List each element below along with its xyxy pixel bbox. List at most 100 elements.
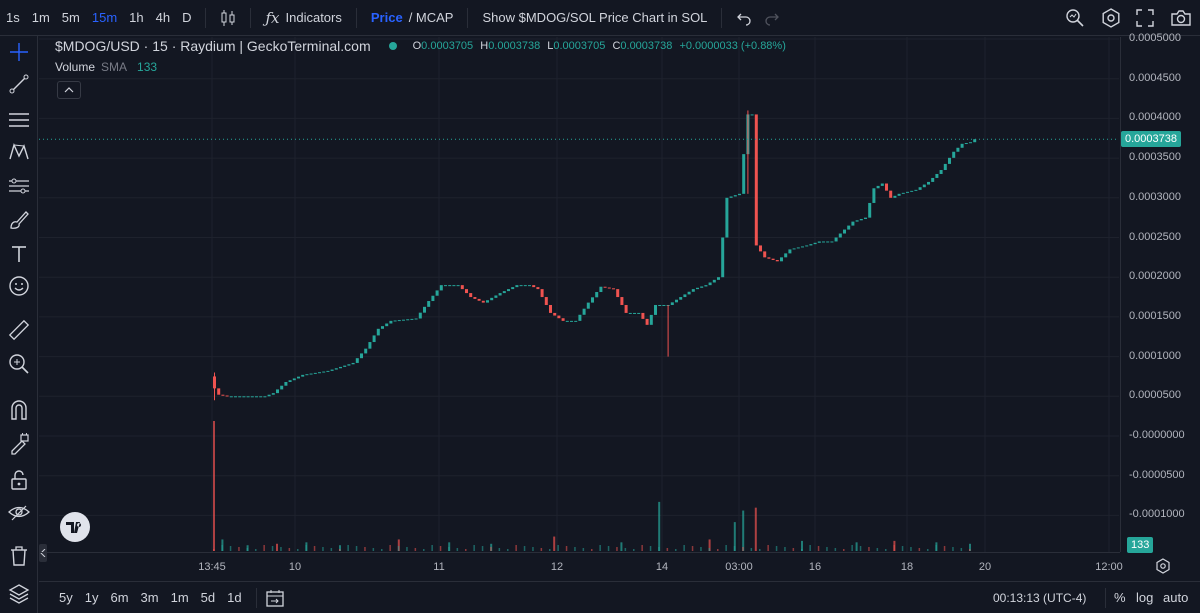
text-tool-icon[interactable] bbox=[5, 240, 33, 268]
low-value: 0.0003705 bbox=[553, 40, 606, 52]
timeframe-1h[interactable]: 1h bbox=[129, 9, 144, 25]
crosshair-icon[interactable] bbox=[5, 38, 33, 66]
sidebar-collapse-handle[interactable] bbox=[39, 544, 47, 562]
price-chart-pane[interactable] bbox=[39, 37, 1119, 552]
camera-screenshot-icon[interactable] bbox=[1164, 0, 1198, 36]
candle bbox=[528, 285, 531, 287]
market-status-dot bbox=[388, 42, 397, 50]
volume-bar bbox=[221, 545, 223, 551]
range-3m[interactable]: 3m bbox=[140, 590, 159, 605]
timeframe-4h[interactable]: 4h bbox=[155, 9, 171, 25]
object-tree-layers-icon[interactable] bbox=[5, 580, 33, 608]
horizontal-lines-icon[interactable] bbox=[5, 106, 33, 134]
candle bbox=[859, 218, 863, 221]
candle bbox=[788, 249, 792, 254]
timeframe-5m[interactable]: 5m bbox=[61, 9, 80, 25]
magnet-icon[interactable] bbox=[5, 396, 33, 424]
range-5y[interactable]: 5y bbox=[59, 590, 73, 605]
candle bbox=[822, 241, 825, 243]
candle bbox=[418, 312, 422, 319]
candle bbox=[339, 366, 342, 369]
axis-settings-gear-icon[interactable] bbox=[1152, 556, 1174, 576]
price-axis[interactable]: 0.0005000 0.0004500 0.0004000 0.0003500 0.00… bbox=[1120, 32, 1200, 552]
emoji-smile-icon[interactable] bbox=[5, 272, 33, 300]
price-tick-label: 0.0001500 bbox=[1129, 309, 1181, 322]
candle bbox=[612, 288, 615, 290]
volume-bar bbox=[276, 543, 278, 551]
toolbar-divider bbox=[255, 587, 257, 608]
auto-scale-toggle[interactable]: auto bbox=[1163, 590, 1189, 605]
trend-line-icon[interactable] bbox=[5, 70, 33, 98]
redo-icon[interactable] bbox=[758, 4, 786, 32]
lock-drawing-icon[interactable] bbox=[5, 430, 33, 458]
mcap-toggle-label[interactable]: / MCAP bbox=[408, 10, 454, 25]
utc-clock[interactable]: 00:13:13 (UTC-4) bbox=[993, 590, 1087, 605]
goto-date-icon[interactable] bbox=[265, 589, 285, 607]
volume-bar bbox=[801, 549, 803, 551]
candle bbox=[565, 320, 569, 322]
low-label: L bbox=[547, 40, 554, 52]
indicators-button[interactable]: ƒx Indicators bbox=[259, 0, 347, 36]
volume-label[interactable]: Volume bbox=[55, 60, 96, 74]
range-1m[interactable]: 1m bbox=[170, 590, 189, 605]
candle bbox=[242, 396, 246, 398]
zoom-in-icon[interactable] bbox=[5, 350, 33, 378]
date-range-group: 5y 1y 6m 3m 1m 5d 1d bbox=[53, 590, 248, 605]
candle bbox=[813, 242, 817, 245]
ruler-icon[interactable] bbox=[5, 316, 33, 344]
candle bbox=[582, 308, 586, 315]
log-scale-toggle[interactable]: log bbox=[1136, 590, 1154, 605]
timeframe-D[interactable]: D bbox=[182, 9, 192, 25]
candle bbox=[385, 323, 389, 327]
ohlc-values: O0.0003705 H0.0003738 L0.0003705 C0.0003… bbox=[413, 40, 786, 52]
collapse-legend-button[interactable] bbox=[57, 81, 81, 99]
pattern-tool-icon[interactable] bbox=[5, 138, 33, 166]
candle bbox=[465, 289, 468, 294]
undo-icon[interactable] bbox=[730, 4, 758, 32]
eye-visibility-icon[interactable] bbox=[5, 498, 33, 526]
candle bbox=[704, 285, 708, 287]
candle bbox=[683, 294, 687, 298]
unlock-icon[interactable] bbox=[5, 466, 33, 494]
range-1y[interactable]: 1y bbox=[84, 590, 99, 605]
candle bbox=[952, 151, 956, 158]
volume-bar bbox=[801, 540, 803, 551]
search-zoom-icon[interactable] bbox=[1058, 0, 1092, 36]
volume-bar bbox=[448, 542, 451, 551]
volume-bar bbox=[809, 545, 811, 551]
candle bbox=[477, 298, 481, 301]
trash-icon[interactable] bbox=[5, 542, 33, 570]
candle bbox=[288, 380, 292, 383]
candle bbox=[229, 396, 233, 398]
symbol-title[interactable]: $MDOG/USD · 15 · Raydium | GeckoTerminal… bbox=[55, 38, 371, 54]
timeframe-1m[interactable]: 1m bbox=[31, 9, 50, 25]
time-axis[interactable]: 13:45 10 11 12 14 03:00 16 18 20 12:00 bbox=[39, 552, 1123, 580]
timeframe-1s[interactable]: 1s bbox=[6, 9, 20, 25]
candlestick-type-icon[interactable] bbox=[214, 4, 242, 32]
show-sol-chart-label: Show $MDOG/SOL Price Chart in SOL bbox=[482, 10, 708, 25]
price-toggle-label[interactable]: Price bbox=[370, 10, 403, 25]
candle bbox=[263, 396, 267, 398]
range-5d[interactable]: 5d bbox=[200, 590, 216, 605]
candle bbox=[507, 289, 510, 292]
volume-bar bbox=[255, 549, 257, 551]
indicators-label: Indicators bbox=[285, 10, 342, 25]
range-6m[interactable]: 6m bbox=[110, 590, 129, 605]
fullscreen-icon[interactable] bbox=[1128, 0, 1162, 36]
chart-grid bbox=[39, 37, 1119, 552]
range-1d[interactable]: 1d bbox=[227, 590, 242, 605]
time-tick-label: 12:00 bbox=[1095, 561, 1123, 573]
volume-bar bbox=[960, 548, 963, 551]
toolbar-divider bbox=[467, 7, 469, 28]
candle bbox=[801, 246, 804, 248]
percent-scale-toggle[interactable]: % bbox=[1114, 590, 1126, 605]
price-mcap-toggle[interactable]: Price / MCAP bbox=[365, 0, 460, 36]
prediction-measure-icon[interactable] bbox=[5, 172, 33, 200]
brush-icon[interactable] bbox=[5, 206, 33, 234]
candle bbox=[616, 289, 620, 298]
timeframe-15m[interactable]: 15m bbox=[91, 9, 118, 25]
show-sol-chart-button[interactable]: Show $MDOG/SOL Price Chart in SOL bbox=[476, 0, 713, 36]
candle bbox=[725, 197, 729, 238]
time-tick-label: 20 bbox=[978, 561, 992, 573]
settings-gear-icon[interactable] bbox=[1094, 0, 1128, 36]
